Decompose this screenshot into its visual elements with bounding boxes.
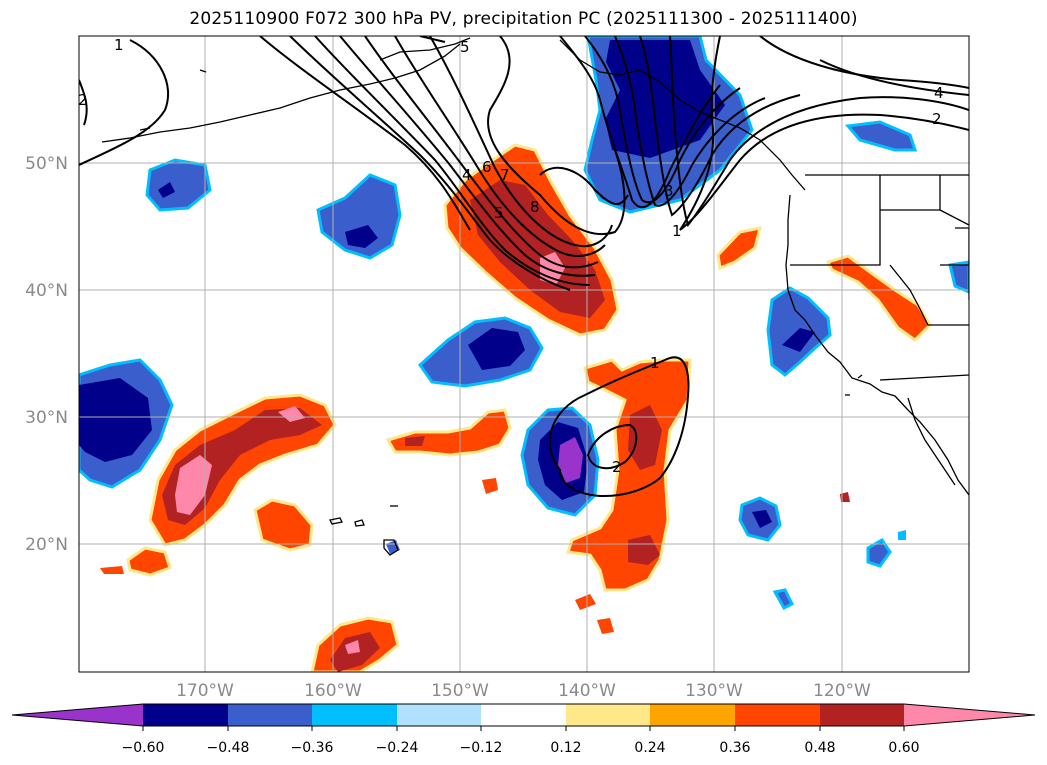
colorbar-segment (820, 704, 904, 726)
neg-core-west (79, 378, 152, 462)
lat-label-40n: 40°N (25, 281, 68, 301)
plot-title: 2025110900 F072 300 hPa PV, precipitatio… (189, 9, 858, 29)
colorbar-segments (11, 703, 1036, 727)
contour-label: 3 (664, 182, 674, 200)
contour-label: 4 (462, 166, 472, 184)
colorbar-segment (312, 704, 397, 726)
colorbar-extend-high (904, 704, 1035, 726)
neg-core-central (468, 328, 525, 370)
pos-extreme-bottom (345, 640, 360, 654)
colorbar-tick-label: 0.24 (634, 740, 665, 756)
contour-label: 5 (494, 204, 504, 222)
colorbar-segment (566, 704, 650, 726)
neg-region-se3 (772, 588, 795, 610)
lon-label-160w: 160°W (304, 681, 362, 701)
colorbar-tick-label: 0.12 (550, 740, 581, 756)
pos-extreme-west2 (278, 406, 305, 422)
neg-core-coast (782, 328, 815, 352)
contour-label: 7 (500, 166, 510, 184)
colorbar-segment (481, 704, 566, 726)
pos-extreme-west (175, 455, 212, 515)
lon-label-170w: 170°W (176, 681, 234, 701)
contour-label: 1 (114, 36, 124, 54)
colorbar-tick-label: 0.36 (719, 740, 750, 756)
pos-region-coast1 (716, 226, 763, 271)
map-frame (78, 35, 970, 673)
contour-label: 6 (482, 158, 492, 176)
colorbar-tick-label: 0.48 (804, 740, 835, 756)
pos-strong-south2 (628, 535, 660, 565)
contour-label: 2 (78, 91, 88, 109)
pos-strong-central (405, 436, 425, 446)
lat-label-50n: 50°N (25, 154, 68, 174)
pos-region-w3 (126, 546, 172, 577)
colorbar-tick-label: −0.24 (376, 740, 419, 756)
pv-contour-labels: 1 2 5 4 6 7 5 8 3 1 4 2 1 2 (78, 36, 944, 476)
lon-label-140w: 140°W (558, 681, 616, 701)
colorbar-tick-label: −0.36 (291, 740, 334, 756)
contour-label: 1 (650, 354, 660, 372)
pos-region-c2 (482, 478, 498, 494)
longitude-labels: 170°W 160°W 150°W 140°W 130°W 120°W (176, 681, 871, 701)
colorbar: −0.60 −0.48 −0.36 −0.24 −0.12 0.12 0.24 … (11, 703, 1036, 756)
colorbar-tick-label: −0.12 (460, 740, 503, 756)
colorbar-segment (650, 704, 735, 726)
contour-label: 1 (672, 222, 682, 240)
contour-label: 5 (460, 38, 470, 56)
colorbar-tick-label: −0.48 (207, 740, 250, 756)
contour-label: 4 (934, 84, 944, 102)
latitude-labels: 50°N 40°N 30°N 20°N (25, 154, 68, 555)
neg-region-east (948, 260, 969, 294)
contour-label: 2 (932, 110, 942, 128)
pos-region-s3 (597, 618, 614, 634)
pos-region-cal (825, 254, 932, 342)
neg-region-small1 (898, 530, 906, 540)
neg-region-ne (845, 120, 918, 152)
neg-core-se1 (752, 510, 772, 528)
contour-label: 8 (530, 198, 540, 216)
colorbar-segment (735, 704, 820, 726)
pos-region-s2 (575, 594, 596, 610)
pos-region-w2 (253, 498, 314, 552)
pv-contours (79, 36, 969, 497)
colorbar-tick-label: 0.60 (888, 740, 919, 756)
lon-label-120w: 120°W (813, 681, 871, 701)
lon-label-130w: 130°W (685, 681, 743, 701)
lon-label-150w: 150°W (431, 681, 489, 701)
colorbar-tick-label: −0.60 (122, 740, 165, 756)
lat-label-20n: 20°N (25, 535, 68, 555)
colorbar-ticks (142, 726, 905, 731)
neg-region-se2 (866, 538, 892, 568)
pos-strong-south (628, 405, 662, 470)
contour-label: 2 (612, 458, 622, 476)
colorbar-segment (228, 704, 312, 726)
neg-core-nw1 (158, 182, 175, 198)
pos-region-w4 (100, 566, 124, 574)
neg-extreme-south (558, 437, 583, 483)
neg-core-nw2 (345, 225, 378, 248)
neg-core-alaska (605, 40, 725, 158)
graticule (79, 36, 969, 672)
colorbar-segment (397, 704, 481, 726)
lat-label-30n: 30°N (25, 408, 68, 428)
colorbar-extend-low (12, 704, 143, 726)
colorbar-segment (143, 704, 228, 726)
